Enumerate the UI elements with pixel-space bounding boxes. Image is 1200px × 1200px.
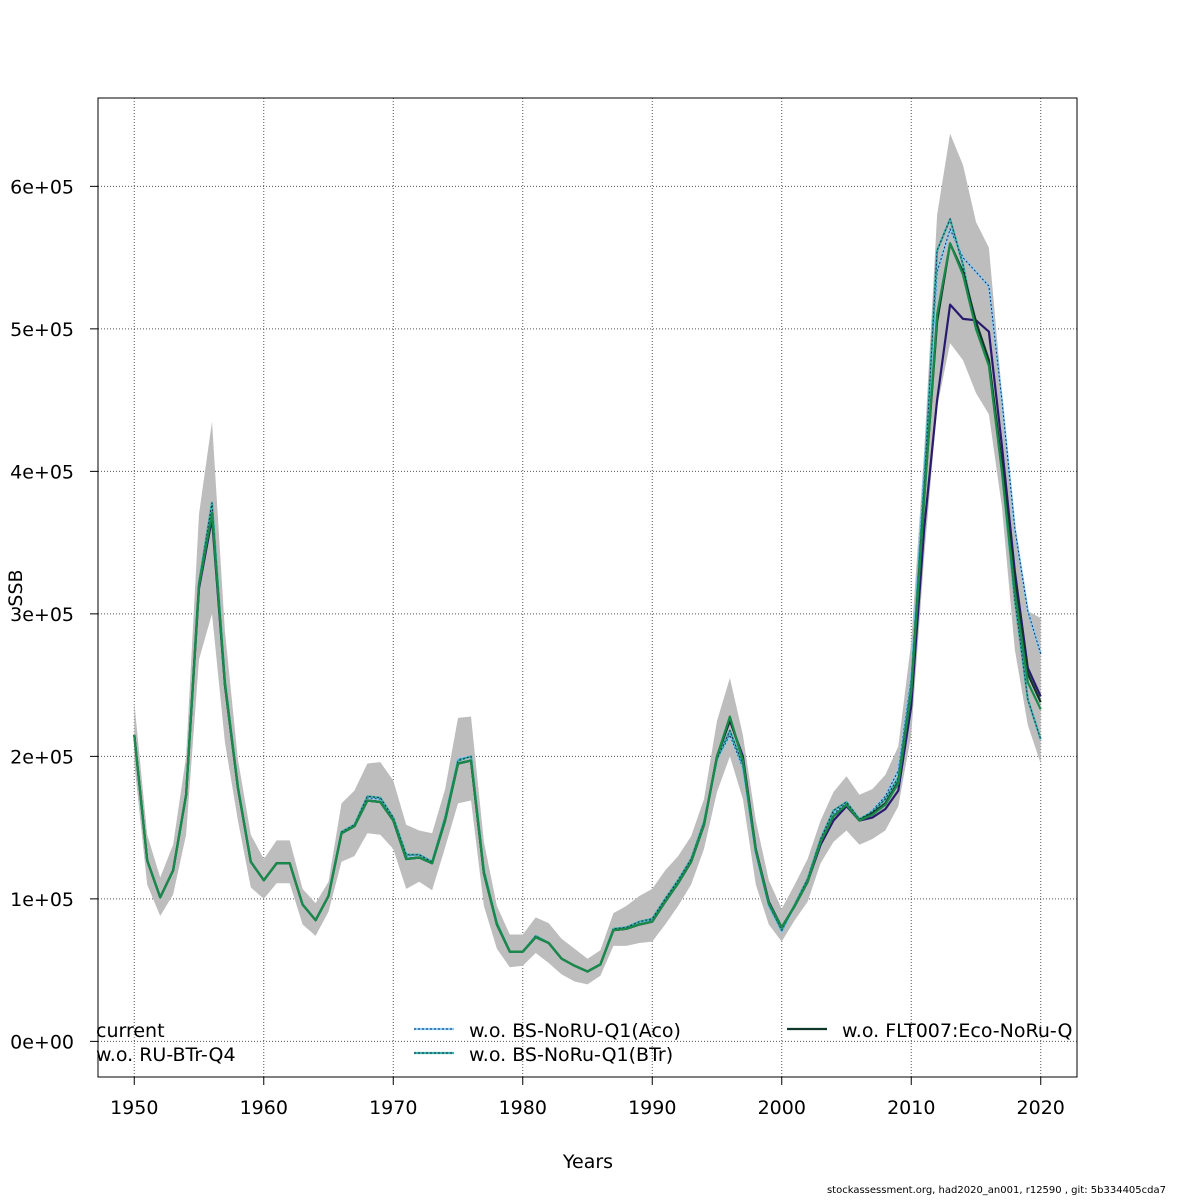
legend-label-2: w.o. BS-NoRU-Q1(Aco) — [469, 1020, 681, 1042]
x-tick-label: 2010 — [887, 1097, 935, 1119]
series-line-overlay-2 — [133, 217, 1042, 973]
x-tick-label: 2000 — [758, 1097, 806, 1119]
legend-label-3: w.o. BS-NoRu-Q1(BTr) — [469, 1044, 673, 1066]
confidence-band — [134, 133, 1041, 985]
legend-label-1: w.o. RU-BTr-Q4 — [96, 1044, 236, 1066]
y-tick-label: 3e+05 — [10, 604, 74, 626]
confidence-band-layer — [134, 133, 1041, 985]
series-line-4 — [133, 242, 1042, 973]
legend-label-4: w.o. FLT007:Eco-NoRu-Q — [842, 1020, 1072, 1042]
series-lines-layer — [133, 217, 1042, 973]
y-tick-label: 5e+05 — [10, 319, 74, 341]
y-tick-label: 2e+05 — [10, 746, 74, 768]
y-tick-label: 0e+00 — [10, 1031, 74, 1053]
legend-label-0: current — [96, 1020, 165, 1042]
x-axis: 1950 1960 1970 1980 1990 2000 2010 2020 — [110, 1077, 1065, 1119]
grid-lines — [98, 98, 1077, 1077]
y-axis: 0e+00 1e+05 2e+05 3e+05 4e+05 5e+05 6e+05 — [10, 176, 98, 1053]
x-tick-label: 1960 — [240, 1097, 288, 1119]
x-axis-label: Years — [562, 1151, 613, 1173]
x-tick-label: 1970 — [369, 1097, 417, 1119]
footer-credit: stockassessment.org, had2020_an001, r125… — [826, 1185, 1166, 1196]
x-tick-label: 1990 — [628, 1097, 676, 1119]
plot-frame — [97, 97, 1078, 1078]
y-tick-label: 1e+05 — [10, 889, 74, 911]
x-tick-label: 2020 — [1017, 1097, 1065, 1119]
y-axis-label: SSB — [5, 569, 27, 606]
x-tick-label: 1980 — [499, 1097, 547, 1119]
x-tick-label: 1950 — [110, 1097, 158, 1119]
y-tick-label: 4e+05 — [10, 461, 74, 483]
y-tick-label: 6e+05 — [10, 176, 74, 198]
